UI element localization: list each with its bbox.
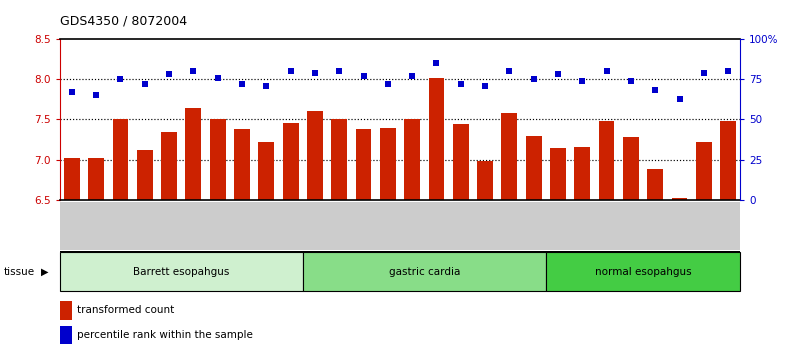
- Point: [309, 70, 322, 76]
- Bar: [672, 198, 688, 200]
- Bar: [351, 202, 376, 250]
- Point: [284, 68, 297, 74]
- Bar: [380, 127, 396, 200]
- Bar: [498, 202, 521, 250]
- Point: [187, 68, 200, 74]
- Point: [697, 70, 710, 76]
- Point: [381, 81, 394, 87]
- Bar: [696, 142, 712, 200]
- Bar: [112, 120, 128, 200]
- Text: normal esopahgus: normal esopahgus: [595, 267, 692, 277]
- Bar: [692, 202, 716, 250]
- Bar: [720, 121, 736, 200]
- Bar: [302, 202, 327, 250]
- Point: [552, 72, 564, 77]
- Point: [430, 60, 443, 66]
- Bar: [259, 142, 274, 200]
- Bar: [526, 136, 541, 200]
- Point: [211, 75, 224, 80]
- Point: [162, 72, 175, 77]
- Point: [139, 81, 151, 87]
- Bar: [205, 202, 230, 250]
- FancyBboxPatch shape: [60, 252, 302, 291]
- Point: [722, 68, 735, 74]
- Point: [65, 89, 78, 95]
- Text: tissue: tissue: [4, 267, 35, 277]
- Point: [236, 81, 248, 87]
- Point: [576, 78, 589, 84]
- Bar: [546, 202, 570, 250]
- Bar: [88, 158, 104, 200]
- Bar: [84, 202, 108, 250]
- Bar: [230, 202, 254, 250]
- Bar: [716, 202, 740, 250]
- Bar: [210, 120, 225, 200]
- Bar: [331, 120, 347, 200]
- Point: [357, 73, 370, 79]
- Point: [333, 68, 345, 74]
- Bar: [181, 202, 205, 250]
- Bar: [477, 161, 493, 200]
- Bar: [575, 147, 590, 200]
- Bar: [234, 129, 250, 200]
- Text: gastric cardia: gastric cardia: [388, 267, 460, 277]
- Point: [625, 78, 638, 84]
- Bar: [404, 120, 420, 200]
- Bar: [453, 124, 469, 200]
- Bar: [376, 202, 400, 250]
- Bar: [108, 202, 133, 250]
- Point: [600, 68, 613, 74]
- Point: [406, 73, 419, 79]
- Point: [114, 76, 127, 82]
- Bar: [283, 123, 298, 200]
- Point: [527, 76, 540, 82]
- Bar: [643, 202, 667, 250]
- Point: [673, 96, 686, 101]
- Bar: [161, 132, 177, 200]
- Bar: [667, 202, 692, 250]
- Text: transformed count: transformed count: [76, 305, 174, 315]
- Bar: [60, 326, 72, 344]
- Bar: [356, 129, 372, 200]
- Bar: [60, 301, 72, 320]
- Bar: [501, 113, 517, 200]
- Bar: [279, 202, 302, 250]
- Bar: [424, 202, 449, 250]
- Bar: [570, 202, 595, 250]
- Bar: [521, 202, 546, 250]
- Point: [455, 81, 467, 87]
- Bar: [618, 202, 643, 250]
- Bar: [595, 202, 618, 250]
- FancyBboxPatch shape: [546, 252, 740, 291]
- Point: [503, 68, 516, 74]
- Bar: [647, 170, 663, 200]
- Bar: [133, 202, 157, 250]
- Text: ▶: ▶: [41, 267, 49, 277]
- Bar: [400, 202, 424, 250]
- Bar: [449, 202, 473, 250]
- Bar: [60, 202, 84, 250]
- Text: Barrett esopahgus: Barrett esopahgus: [133, 267, 229, 277]
- Bar: [185, 108, 201, 200]
- Bar: [623, 137, 639, 200]
- Bar: [64, 158, 80, 200]
- Point: [90, 92, 103, 98]
- Bar: [137, 150, 153, 200]
- Bar: [307, 112, 323, 200]
- Bar: [327, 202, 351, 250]
- Bar: [157, 202, 181, 250]
- Text: GDS4350 / 8072004: GDS4350 / 8072004: [60, 14, 187, 27]
- Bar: [550, 148, 566, 200]
- FancyBboxPatch shape: [302, 252, 546, 291]
- Bar: [254, 202, 279, 250]
- Point: [478, 83, 491, 88]
- Text: percentile rank within the sample: percentile rank within the sample: [76, 330, 252, 340]
- Bar: [599, 121, 615, 200]
- Bar: [473, 202, 498, 250]
- Point: [649, 88, 661, 93]
- Bar: [428, 78, 444, 200]
- Point: [260, 83, 273, 88]
